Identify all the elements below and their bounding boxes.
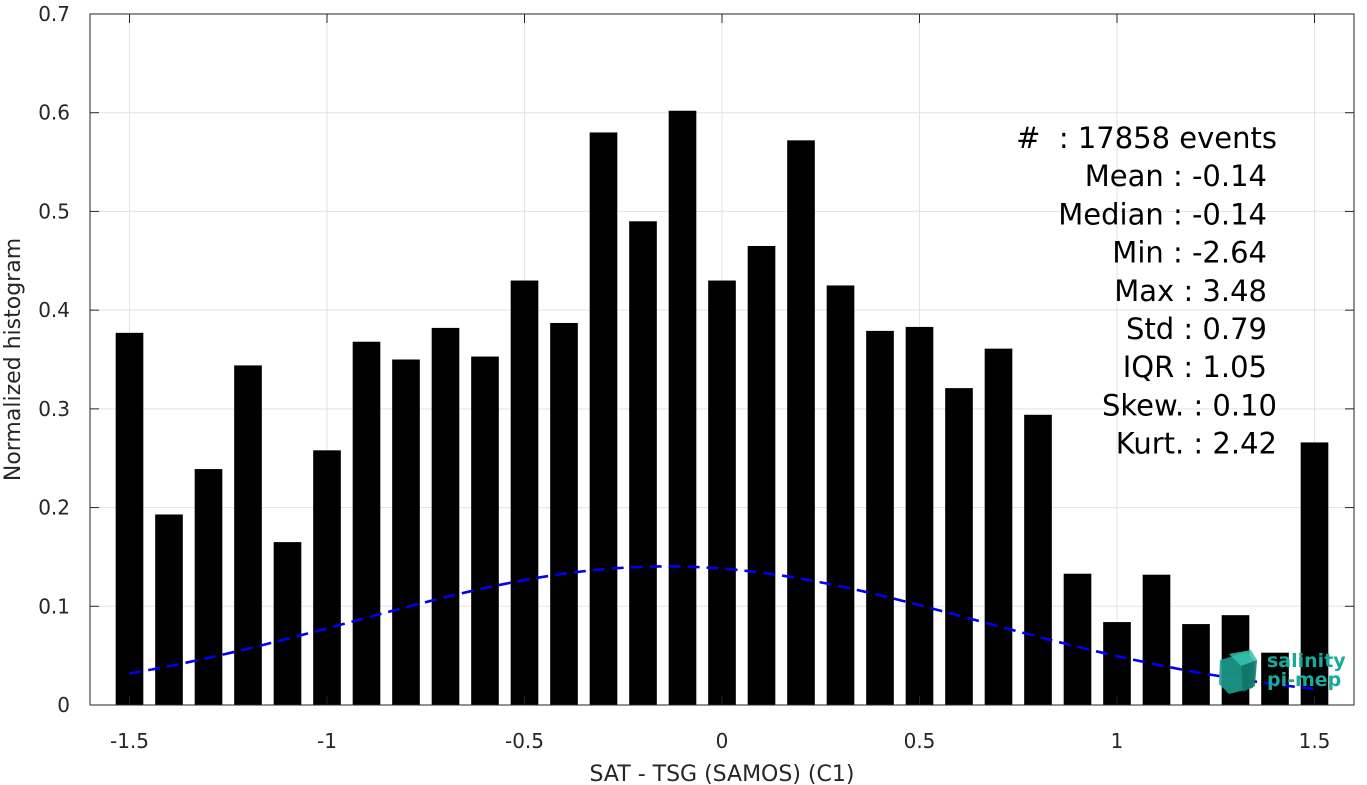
x-tick-label: -1 [317, 729, 337, 753]
histogram-bar [787, 140, 815, 706]
logo-text-salinity: salinity [1267, 650, 1346, 672]
logo-text-pimep: pi-mep [1267, 669, 1341, 691]
histogram-bar [747, 245, 776, 705]
axis-ticks [90, 13, 1354, 706]
bars [115, 110, 1329, 706]
histogram-bar [392, 359, 420, 705]
histogram-bar [589, 132, 618, 705]
normal-fit-curve [129, 565, 1315, 691]
histogram-bar [945, 388, 973, 705]
y-tick-labels: 0 0.1 0.2 0.3 0.4 0.5 0.6 0.7 [38, 2, 70, 717]
histogram-bar [471, 356, 499, 705]
logo-cube-top [1229, 650, 1257, 666]
histogram-bar [1024, 414, 1052, 705]
histogram-bar [431, 327, 460, 705]
histogram-bar [1300, 442, 1329, 705]
histogram-bar [1182, 624, 1210, 705]
stats-line: IQR : 1.05 [1123, 350, 1267, 384]
x-axis-label: SAT - TSG (SAMOS) (C1) [590, 762, 855, 785]
y-tick-label: 0.6 [38, 101, 70, 125]
salinity-pimep-logo: salinity pi-mep [1219, 650, 1346, 694]
y-tick-label: 0.5 [38, 199, 70, 223]
histogram-bar [115, 332, 144, 705]
x-tick-label: 1 [1111, 729, 1124, 753]
histogram-bar [352, 341, 381, 705]
histogram-bar [234, 365, 262, 705]
y-axis-label: Normalized histogram [1, 238, 26, 481]
stats-line: # : 17858 events [1016, 121, 1277, 155]
stats-line: Std : 0.79 [1126, 312, 1267, 346]
stats-line: Min : -2.64 [1112, 236, 1267, 270]
histogram-bar [313, 450, 341, 705]
histogram-bar [984, 348, 1013, 705]
histogram-bar [1142, 574, 1171, 705]
histogram-bar [273, 542, 302, 705]
stats-line: Max : 3.48 [1114, 274, 1267, 308]
histogram-bar [1261, 652, 1289, 705]
logo-cube-side [1241, 660, 1257, 692]
histogram-bar [1063, 573, 1092, 705]
statistics-annotation: # : 17858 events Mean : -0.14 Median : -0.… [1016, 121, 1277, 461]
x-tick-label: 0 [716, 729, 729, 753]
histogram-bar [866, 330, 894, 705]
histogram-bar [629, 221, 657, 706]
y-tick-label: 0.2 [38, 496, 70, 520]
histogram-bar [668, 110, 697, 706]
x-tick-labels: -1.5 -1 -0.5 0 0.5 1 1.5 [110, 729, 1330, 753]
y-tick-label: 0 [57, 693, 70, 717]
x-tick-label: -0.5 [505, 729, 544, 753]
histogram-bar [155, 514, 183, 705]
histogram-bar [708, 280, 736, 705]
histogram-bar [1103, 622, 1131, 705]
stats-line: Mean : -0.14 [1085, 159, 1267, 193]
histogram-bar [194, 469, 223, 705]
x-tick-label: 0.5 [904, 729, 936, 753]
histogram-bar [550, 322, 578, 705]
stats-line: Skew. : 0.10 [1102, 388, 1277, 422]
y-tick-label: 0.3 [38, 397, 70, 421]
x-tick-label: -1.5 [110, 729, 149, 753]
y-tick-label: 0.1 [38, 594, 70, 618]
x-tick-label: 1.5 [1299, 729, 1331, 753]
y-tick-label: 0.4 [38, 298, 70, 322]
stats-line: Median : -0.14 [1058, 197, 1267, 231]
histogram-bar [826, 285, 855, 705]
stats-line: Kurt. : 2.42 [1116, 427, 1277, 461]
y-tick-label: 0.7 [38, 2, 70, 26]
histogram-bar [510, 280, 539, 705]
histogram-bar [905, 326, 934, 705]
